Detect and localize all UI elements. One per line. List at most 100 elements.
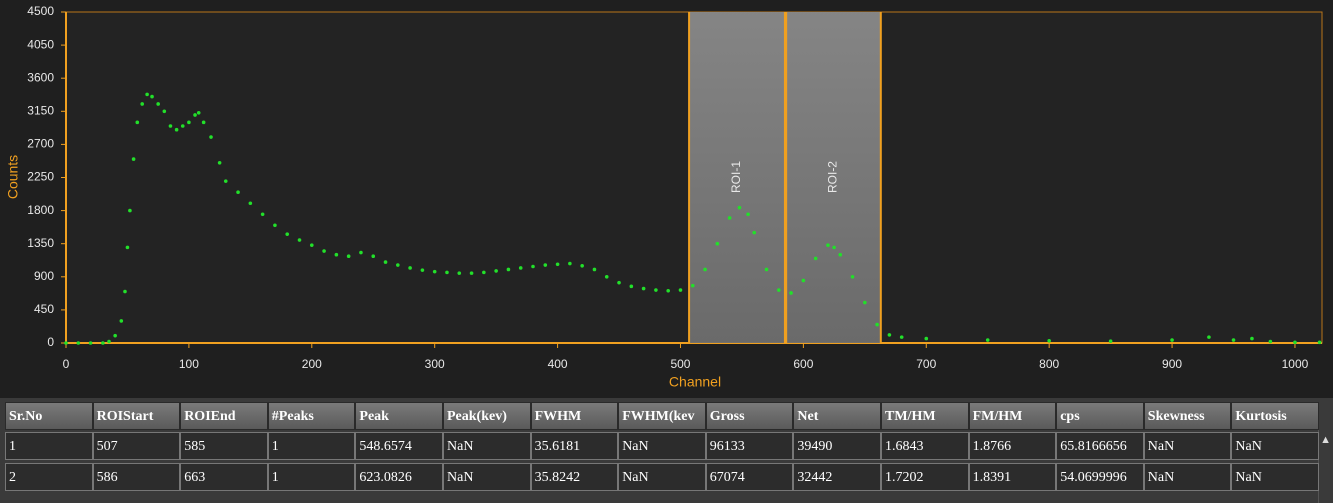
table-cell: NaN xyxy=(443,432,531,460)
data-point xyxy=(531,264,535,269)
table-cell: 35.8242 xyxy=(530,463,619,491)
data-point xyxy=(209,135,213,139)
table-cell: NaN xyxy=(618,432,706,460)
data-point xyxy=(309,243,314,247)
data-point xyxy=(88,341,93,345)
y-tick-label: 4500 xyxy=(27,4,54,18)
table-cell: 1 xyxy=(267,432,356,460)
column-header: Net xyxy=(793,402,881,430)
data-point xyxy=(322,249,326,253)
data-point xyxy=(285,232,290,236)
y-tick-label: 2700 xyxy=(27,137,54,151)
data-point xyxy=(863,300,867,305)
x-tick-label: 700 xyxy=(916,357,936,371)
data-point xyxy=(248,201,253,206)
x-tick-label: 100 xyxy=(179,357,199,371)
data-point xyxy=(832,245,836,250)
data-point xyxy=(617,280,621,285)
data-point xyxy=(746,212,750,217)
table-cell: 1.8766 xyxy=(968,432,1057,460)
table-cell: 1.6843 xyxy=(881,432,969,460)
data-point xyxy=(555,262,560,267)
data-point xyxy=(420,268,425,272)
x-tick-label: 800 xyxy=(1039,357,1059,371)
data-point xyxy=(101,341,105,345)
data-point xyxy=(654,288,658,292)
column-header: Peak xyxy=(355,402,443,430)
data-point xyxy=(690,283,695,288)
data-point xyxy=(789,291,793,295)
data-point xyxy=(445,270,449,275)
column-header: Sr.No xyxy=(5,402,93,430)
data-point xyxy=(813,256,818,261)
column-header: Skewness xyxy=(1143,402,1232,430)
column-header: FWHM xyxy=(530,402,619,430)
y-tick-label: 900 xyxy=(34,269,54,283)
data-point xyxy=(297,238,302,242)
data-point xyxy=(887,333,892,337)
data-point xyxy=(1207,335,1211,339)
scrollbar[interactable] xyxy=(1318,428,1333,503)
data-point xyxy=(223,179,228,183)
table-cell: 96133 xyxy=(705,432,794,460)
data-point xyxy=(273,223,277,228)
data-point xyxy=(482,270,486,275)
data-point xyxy=(346,254,351,259)
data-point xyxy=(180,124,185,128)
data-point xyxy=(1250,336,1254,341)
table-cell: 585 xyxy=(180,432,268,460)
data-point xyxy=(432,269,437,274)
x-tick-label: 400 xyxy=(548,357,568,371)
data-point xyxy=(469,271,474,275)
data-point xyxy=(193,113,197,117)
data-point xyxy=(1317,340,1322,345)
data-point xyxy=(135,120,140,125)
table-cell: 1.7202 xyxy=(881,463,969,491)
table-cell: 663 xyxy=(180,463,268,491)
table-cell: 2 xyxy=(5,463,93,491)
data-point xyxy=(168,124,173,128)
data-point xyxy=(518,266,523,270)
table-cell: 35.6181 xyxy=(530,432,619,460)
column-header: cps xyxy=(1056,402,1144,430)
table-cell: 54.0699996 xyxy=(1056,463,1144,491)
roi-table: ▲ Sr.No ROIStart ROIEnd #Peaks Peak Peak(kev)… xyxy=(0,398,1333,503)
column-header: FM/HM xyxy=(968,402,1057,430)
data-point xyxy=(629,284,634,289)
table-cell: 1 xyxy=(267,463,356,491)
scroll-arrow[interactable]: ▲ xyxy=(1320,434,1331,446)
x-tick-label: 900 xyxy=(1162,357,1182,371)
table-cell: 586 xyxy=(92,463,181,491)
data-point xyxy=(125,245,130,250)
data-point xyxy=(201,120,206,125)
data-point xyxy=(457,271,462,275)
column-header: Gross xyxy=(705,402,794,430)
column-header: ROIEnd xyxy=(180,402,268,430)
x-tick-label: 500 xyxy=(670,357,690,371)
x-tick-label: 1000 xyxy=(1282,357,1309,371)
data-point xyxy=(408,266,412,270)
table-cell: NaN xyxy=(618,463,706,491)
table-cell: 1.8391 xyxy=(968,463,1057,491)
data-point xyxy=(128,208,132,213)
y-tick-label: 1350 xyxy=(27,236,54,250)
x-tick-label: 300 xyxy=(425,357,445,371)
data-point xyxy=(543,263,548,267)
data-point xyxy=(383,260,388,264)
data-point xyxy=(875,322,879,327)
data-point xyxy=(64,341,68,345)
table-cell: 507 xyxy=(92,432,181,460)
table-cell: 39490 xyxy=(793,432,881,460)
data-point xyxy=(1231,338,1236,342)
data-point xyxy=(359,250,363,255)
data-point xyxy=(260,212,265,217)
data-point xyxy=(1108,339,1113,343)
table-cell: 548.6574 xyxy=(355,432,443,460)
data-point xyxy=(371,254,376,259)
table-cell: 32442 xyxy=(793,463,881,491)
data-point xyxy=(764,267,769,272)
data-point xyxy=(776,288,781,292)
table-cell: 1 xyxy=(5,432,93,460)
data-point xyxy=(140,102,144,106)
data-point xyxy=(506,267,511,272)
